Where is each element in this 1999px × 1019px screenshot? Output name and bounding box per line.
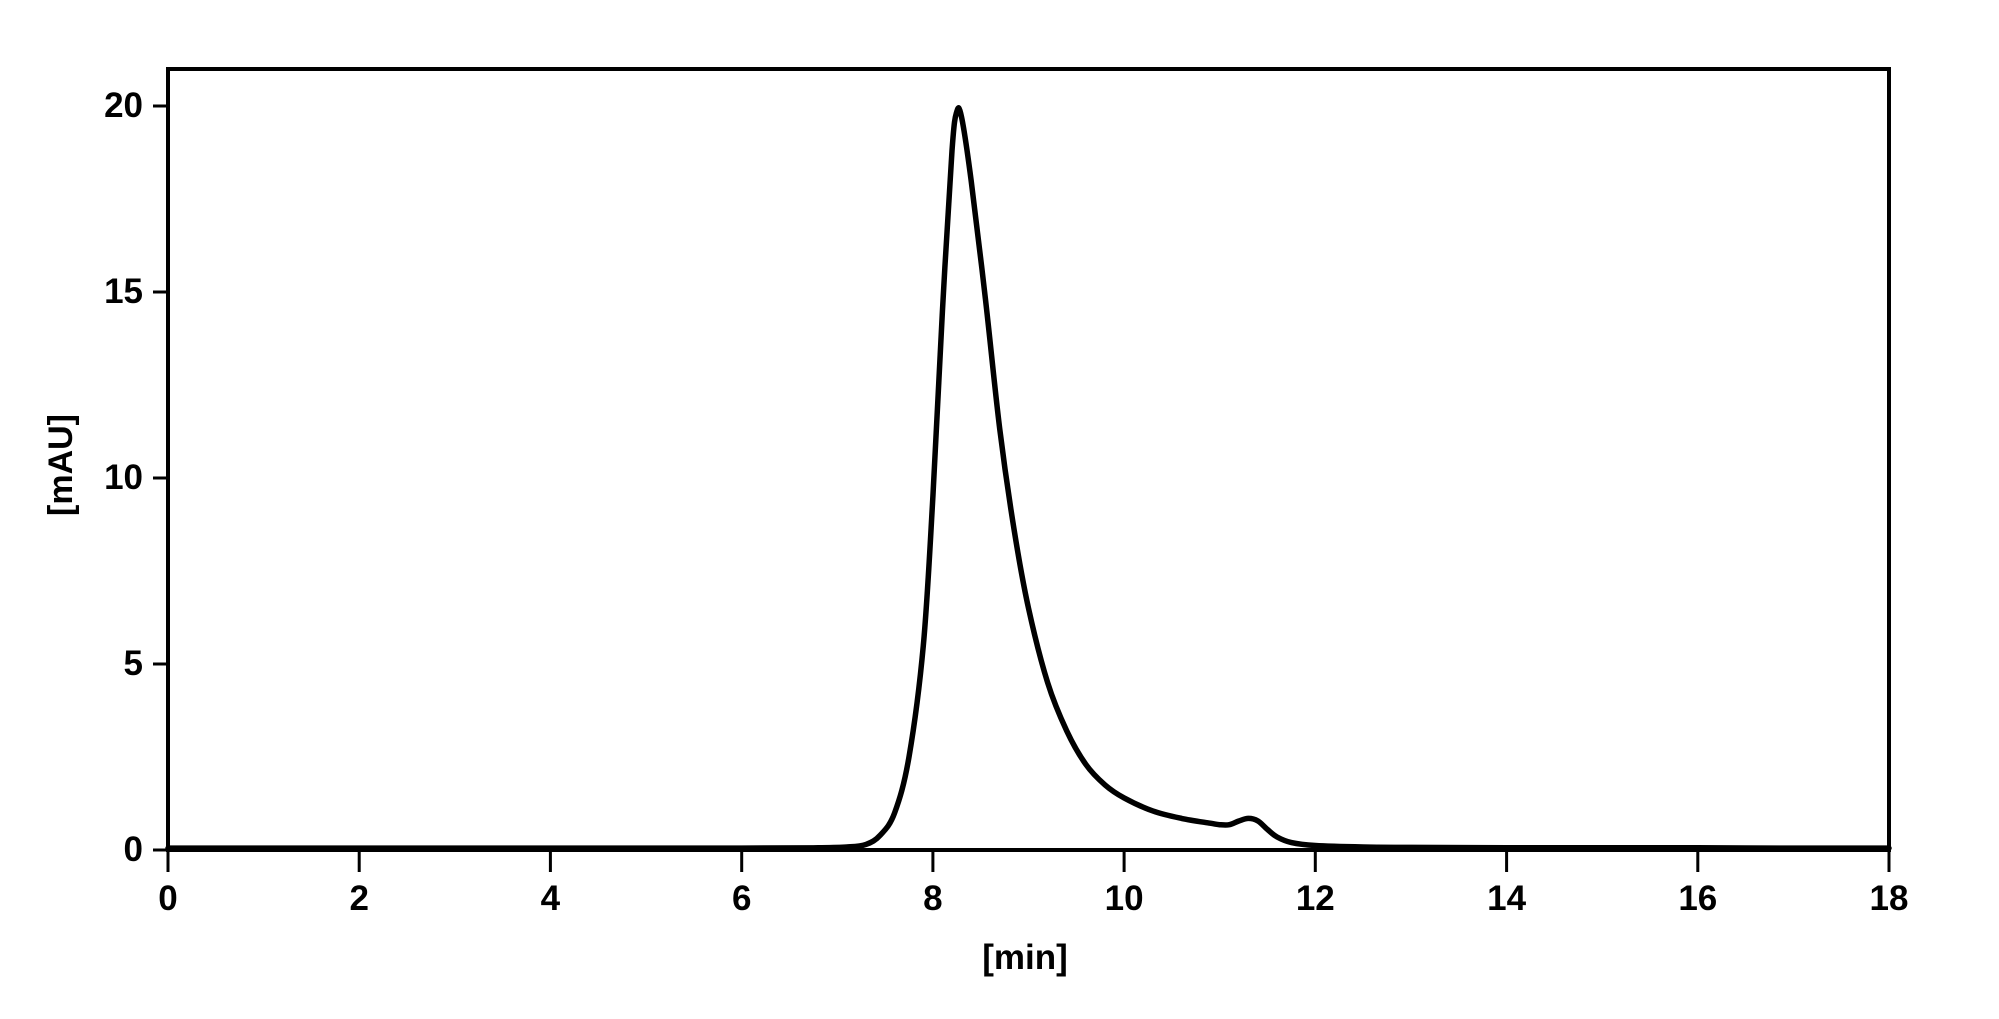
svg-text:12: 12 (1296, 879, 1335, 918)
svg-text:15: 15 (104, 272, 143, 311)
svg-text:2: 2 (349, 879, 368, 918)
svg-text:5: 5 (124, 644, 143, 683)
svg-text:[min]: [min] (982, 938, 1068, 977)
svg-text:8: 8 (923, 879, 942, 918)
svg-text:6: 6 (732, 879, 751, 918)
svg-text:16: 16 (1678, 879, 1717, 918)
svg-text:20: 20 (104, 86, 143, 125)
svg-text:10: 10 (1105, 879, 1144, 918)
svg-text:10: 10 (104, 458, 143, 497)
svg-text:[mAU]: [mAU] (42, 414, 80, 516)
svg-text:0: 0 (124, 830, 143, 869)
svg-text:0: 0 (158, 879, 177, 918)
svg-text:14: 14 (1487, 879, 1526, 918)
svg-text:18: 18 (1870, 879, 1909, 918)
svg-text:4: 4 (541, 879, 561, 918)
